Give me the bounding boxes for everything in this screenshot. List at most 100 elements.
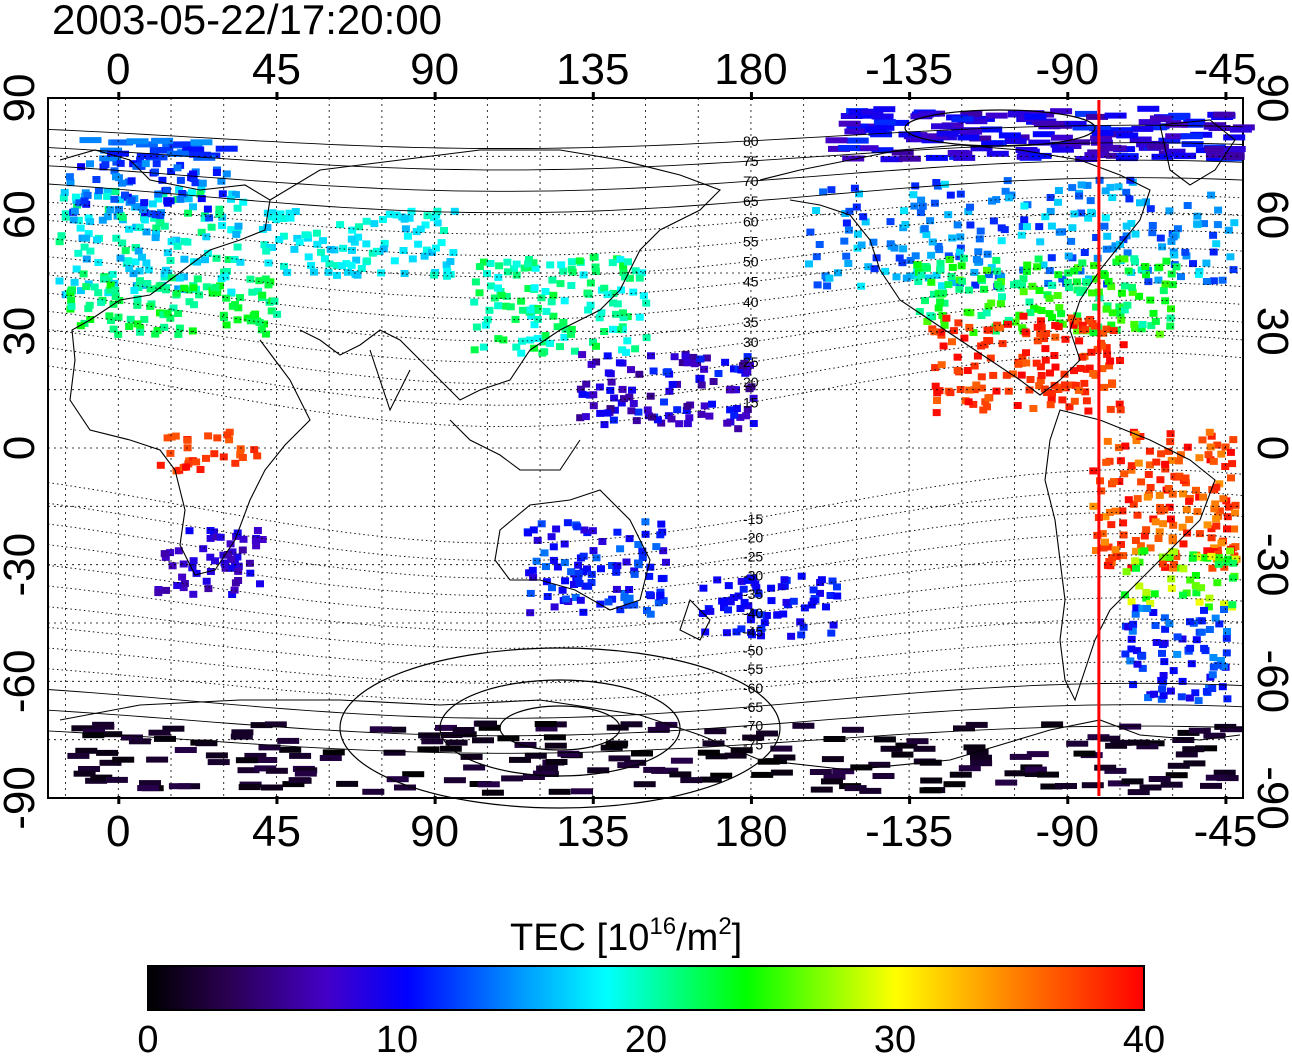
coast-new-zealand — [679, 598, 711, 641]
tec-cell — [1156, 503, 1165, 511]
tec-cell — [642, 334, 651, 342]
tec-cell — [909, 191, 918, 199]
coastlines — [59, 119, 1241, 771]
tec-cell — [919, 759, 942, 766]
tec-cell — [222, 268, 231, 275]
tec-cell — [1160, 781, 1183, 788]
tec-cell — [948, 234, 957, 242]
tec-cell — [1132, 547, 1141, 555]
tec-cell — [385, 210, 394, 218]
tec-cell — [1064, 120, 1087, 127]
tec-cell — [295, 767, 318, 774]
tec-cell — [255, 757, 278, 763]
colorbar-label: TEC [1016/m2] — [510, 913, 742, 959]
tec-cell — [619, 262, 628, 270]
tec-cell — [1055, 783, 1077, 789]
tec-cell — [233, 204, 242, 212]
tec-cell — [976, 227, 985, 235]
tec-cell — [549, 291, 558, 299]
tec-cell — [1182, 746, 1205, 753]
tec-cell — [200, 214, 209, 222]
magnetic-contour — [47, 704, 1244, 737]
tec-cell — [792, 722, 815, 729]
tec-cell — [857, 241, 866, 249]
pole-contour — [499, 705, 621, 751]
tec-cell — [1070, 267, 1079, 275]
tec-cell — [1222, 153, 1245, 160]
tec-cell — [304, 253, 313, 261]
tec-cell — [1142, 271, 1150, 279]
tec-cell — [1023, 223, 1031, 231]
tec-cell — [1216, 657, 1225, 664]
colorbar-gradient — [147, 965, 1145, 1011]
tec-cell — [638, 547, 647, 555]
tec-cell — [536, 765, 559, 772]
tec-cell — [873, 106, 896, 113]
tec-cell — [699, 584, 708, 592]
tec-cell — [632, 417, 641, 425]
tec-cell — [1005, 194, 1013, 202]
tec-cell — [956, 233, 965, 241]
tec-cell — [1092, 275, 1100, 283]
frame-tick — [117, 92, 121, 100]
tec-cell — [643, 607, 651, 614]
tec-cell — [592, 342, 600, 350]
tec-cell — [112, 234, 121, 242]
tec-cell — [739, 585, 748, 593]
tec-cell — [1146, 600, 1155, 607]
contour-label: 30 — [743, 334, 759, 350]
tec-cell — [984, 271, 993, 279]
tec-cell — [1132, 564, 1140, 572]
tec-cell — [423, 212, 432, 220]
tec-cell — [524, 285, 533, 292]
tec-cell — [215, 210, 224, 218]
tec-cell — [1143, 493, 1152, 501]
tec-cell — [600, 421, 609, 429]
tec-cell — [940, 299, 949, 307]
tec-cell — [189, 557, 198, 565]
tec-cell — [568, 268, 577, 276]
contour-label: -40 — [743, 605, 763, 621]
tec-cell — [264, 259, 273, 267]
tec-cell — [1014, 360, 1023, 368]
tec-cell — [1105, 362, 1114, 370]
tec-cell — [55, 238, 64, 246]
tec-cell — [1080, 249, 1089, 256]
tec-cell — [114, 313, 123, 321]
tec-cell — [1108, 194, 1117, 202]
tec-cell — [255, 277, 264, 285]
tec-cell — [1130, 320, 1139, 328]
tec-cell — [1131, 537, 1140, 544]
tec-cell — [1102, 305, 1111, 313]
tec-cell — [1054, 198, 1062, 206]
left-lat-tick-label: -30 — [0, 533, 44, 597]
bottom-lon-tick-label: 180 — [714, 807, 787, 856]
tec-cell — [1119, 531, 1128, 539]
tec-cell — [160, 222, 169, 230]
tec-cell — [1195, 530, 1204, 538]
tec-cell — [1107, 321, 1116, 329]
tec-cell — [162, 186, 171, 194]
tec-cell — [193, 258, 202, 266]
tec-cell — [900, 207, 909, 215]
tec-cell — [1166, 438, 1175, 446]
tec-cell — [1116, 132, 1139, 139]
tec-cell — [724, 752, 747, 759]
tec-cell — [1145, 461, 1154, 469]
tec-cell — [368, 249, 377, 257]
tec-cell — [548, 276, 557, 284]
tec-cell — [180, 580, 189, 587]
magnetic-contour — [47, 317, 1244, 385]
tec-cell — [906, 256, 915, 264]
tec-cell — [1203, 521, 1212, 529]
tec-cell — [559, 267, 568, 275]
tec-cell — [1156, 476, 1165, 484]
tec-cell — [136, 328, 145, 336]
tec-cell — [1228, 574, 1237, 582]
tec-cell — [1120, 282, 1129, 290]
tec-cell — [782, 598, 791, 606]
tec-cell — [1229, 266, 1238, 274]
tec-cell — [529, 573, 538, 581]
tec-cell — [890, 244, 899, 252]
tec-cell — [965, 386, 974, 394]
